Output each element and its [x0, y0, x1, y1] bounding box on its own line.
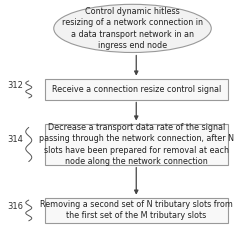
- FancyBboxPatch shape: [45, 124, 228, 165]
- Text: Decrease a transport data rate of the signal
passing through the network connect: Decrease a transport data rate of the si…: [39, 123, 234, 166]
- Ellipse shape: [54, 4, 211, 53]
- Text: Receive a connection resize control signal: Receive a connection resize control sign…: [52, 85, 221, 94]
- FancyBboxPatch shape: [45, 198, 228, 223]
- Text: 312: 312: [7, 81, 23, 90]
- Text: 316: 316: [7, 202, 23, 211]
- FancyBboxPatch shape: [45, 79, 228, 100]
- Text: 314: 314: [7, 135, 23, 144]
- Text: Control dynamic hitless
resizing of a network connection in
a data transport net: Control dynamic hitless resizing of a ne…: [62, 7, 203, 50]
- Text: Removing a second set of N tributary slots from
the first set of the M tributary: Removing a second set of N tributary slo…: [40, 200, 233, 221]
